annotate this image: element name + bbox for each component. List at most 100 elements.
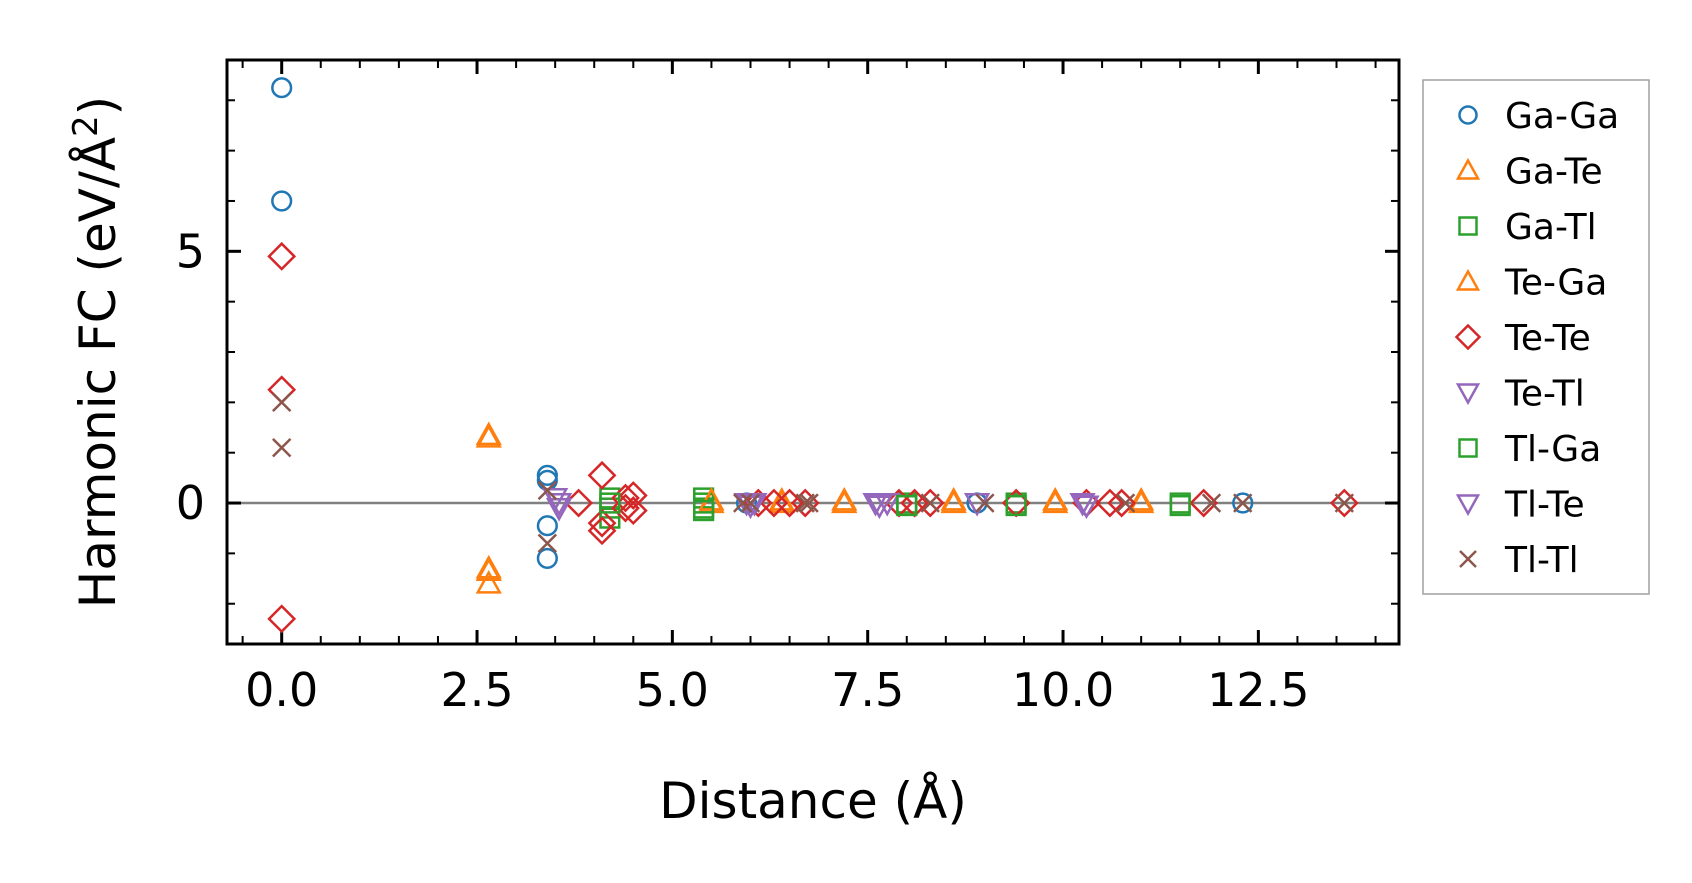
x-tick-label: 5.0 [636,663,709,717]
point-te-ga [831,486,858,511]
point-tl-ga [693,499,715,522]
point-tl-tl-stroke [1334,493,1354,513]
y-axis-label-tail: ) [69,96,127,116]
point-ga-te [475,570,502,594]
point-te-te [587,460,617,490]
point-ga-ga [536,464,558,486]
point-tl-tl [537,480,558,501]
point-ga-ga [536,547,558,570]
point-tl-tl-stroke [537,480,558,501]
legend-marker-tl-tl [1459,550,1477,568]
point-tl-tl [1115,493,1136,513]
point-tl-tl-stroke [795,493,815,513]
y-axis-label: Harmonic FC (eV/Å2) [66,96,127,608]
point-te-te [611,493,640,523]
x-tick-label: 0.0 [245,663,318,717]
point-te-ga [940,486,967,511]
major-ticks [227,60,1399,644]
legend-label-ga-ga: Ga-Ga [1505,96,1619,137]
legend-marker-ga-te [1455,157,1481,180]
point-te-te [1189,488,1219,518]
point-te-te [267,241,297,271]
point-tl-tl-stroke [732,493,753,513]
point-tl-tl [795,493,815,513]
point-te-te [587,508,617,538]
legend-label-tl-te: Tl-Te [1504,485,1585,526]
point-te-te [267,604,297,634]
y-axis-label-main: Harmonic FC (eV/Å [69,137,127,608]
data-markers [267,77,1359,634]
point-te-tl [545,498,573,522]
point-te-te [1095,488,1125,518]
point-tl-tl [537,533,558,553]
point-te-ga [698,486,725,511]
x-tick-label: 7.5 [831,663,904,717]
legend-label-ga-tl: Ga-Tl [1505,207,1597,248]
point-tl-tl [732,493,753,513]
legend-marker-tl-ga [1458,438,1478,458]
point-tl-ga [1169,494,1191,517]
point-tl-ga [599,492,621,514]
point-tl-tl-stroke [975,493,995,513]
legend-marker-ga-tl [1458,216,1478,236]
point-te-ga [475,554,502,579]
point-tl-tl-stroke [272,437,292,458]
point-te-ga [1128,486,1155,511]
point-tl-ga [1005,494,1027,517]
point-ga-ga [271,190,293,212]
point-tl-tl [740,493,761,513]
point-tl-tl [799,493,819,513]
point-tl-te [866,495,893,520]
point-tl-ga [896,494,918,517]
point-tl-tl-stroke [740,493,761,513]
point-tl-tl-stroke [272,392,292,413]
point-tl-tl-stroke [799,493,819,513]
legend-marker-te-te [1454,323,1482,351]
x-tick-label: 2.5 [440,663,513,717]
point-ga-ga [271,77,293,99]
point-tl-tl-stroke [1201,493,1222,513]
point-te-ga [475,424,502,448]
legend-marker-ga-ga [1458,105,1478,125]
point-tl-te [545,492,573,517]
point-te-te [587,516,617,546]
legend: Ga-Ga Ga-Te Ga-Tl Te-Ga Te-Te Te-Tl Tl-Ga Tl-Te… [1422,79,1650,595]
point-tl-tl [272,392,292,413]
x-axis-label: Distance (Å) [659,772,967,830]
legend-marker-tl-te [1455,494,1481,517]
legend-label-ga-te: Ga-Te [1505,152,1603,193]
legend-marker-te-tl [1455,383,1481,406]
x-tick-label: 12.5 [1207,663,1309,717]
legend-label-te-tl: Te-Tl [1504,374,1585,415]
x-tick-labels: 0.0 2.5 5.0 7.5 10.0 12.5 [245,663,1309,717]
point-ga-ga [536,515,558,537]
legend-marker-te-ga [1455,268,1481,291]
legend-label-te-ga: Te-Ga [1504,263,1607,304]
plot-background [227,60,1399,644]
plot-frame [225,58,1401,646]
point-tl-tl [1334,493,1354,513]
point-te-te [618,481,648,510]
y-tick-label: 5 [176,224,205,278]
point-tl-tl [975,493,995,513]
legend-marker-tl-tl-stroke [1459,550,1477,568]
point-tl-tl [1233,493,1253,513]
point-tl-tl [272,437,292,458]
point-te-ga [1042,486,1069,511]
legend-label-tl-tl: Tl-Tl [1504,540,1579,581]
legend-label-te-te: Te-Te [1504,318,1591,359]
x-tick-label: 10.0 [1012,663,1114,717]
legend-box [1422,79,1650,595]
y-tick-labels: 05 [176,224,205,530]
point-te-te [915,488,945,518]
legend-label-tl-ga: Tl-Ga [1504,429,1601,470]
point-tl-tl-stroke [1233,493,1253,513]
point-te-te [618,496,648,526]
point-te-tl [874,492,901,517]
legend-items: Ga-Ga Ga-Te Ga-Tl Te-Ga Te-Te Te-Tl Tl-Ga Tl-Te… [1454,96,1619,581]
point-tl-tl-stroke [537,533,558,553]
plot-area: 0.0 2.5 5.0 7.5 10.0 12.5 05 [176,58,1401,717]
point-te-tl [1069,492,1096,517]
point-tl-tl [920,493,940,513]
